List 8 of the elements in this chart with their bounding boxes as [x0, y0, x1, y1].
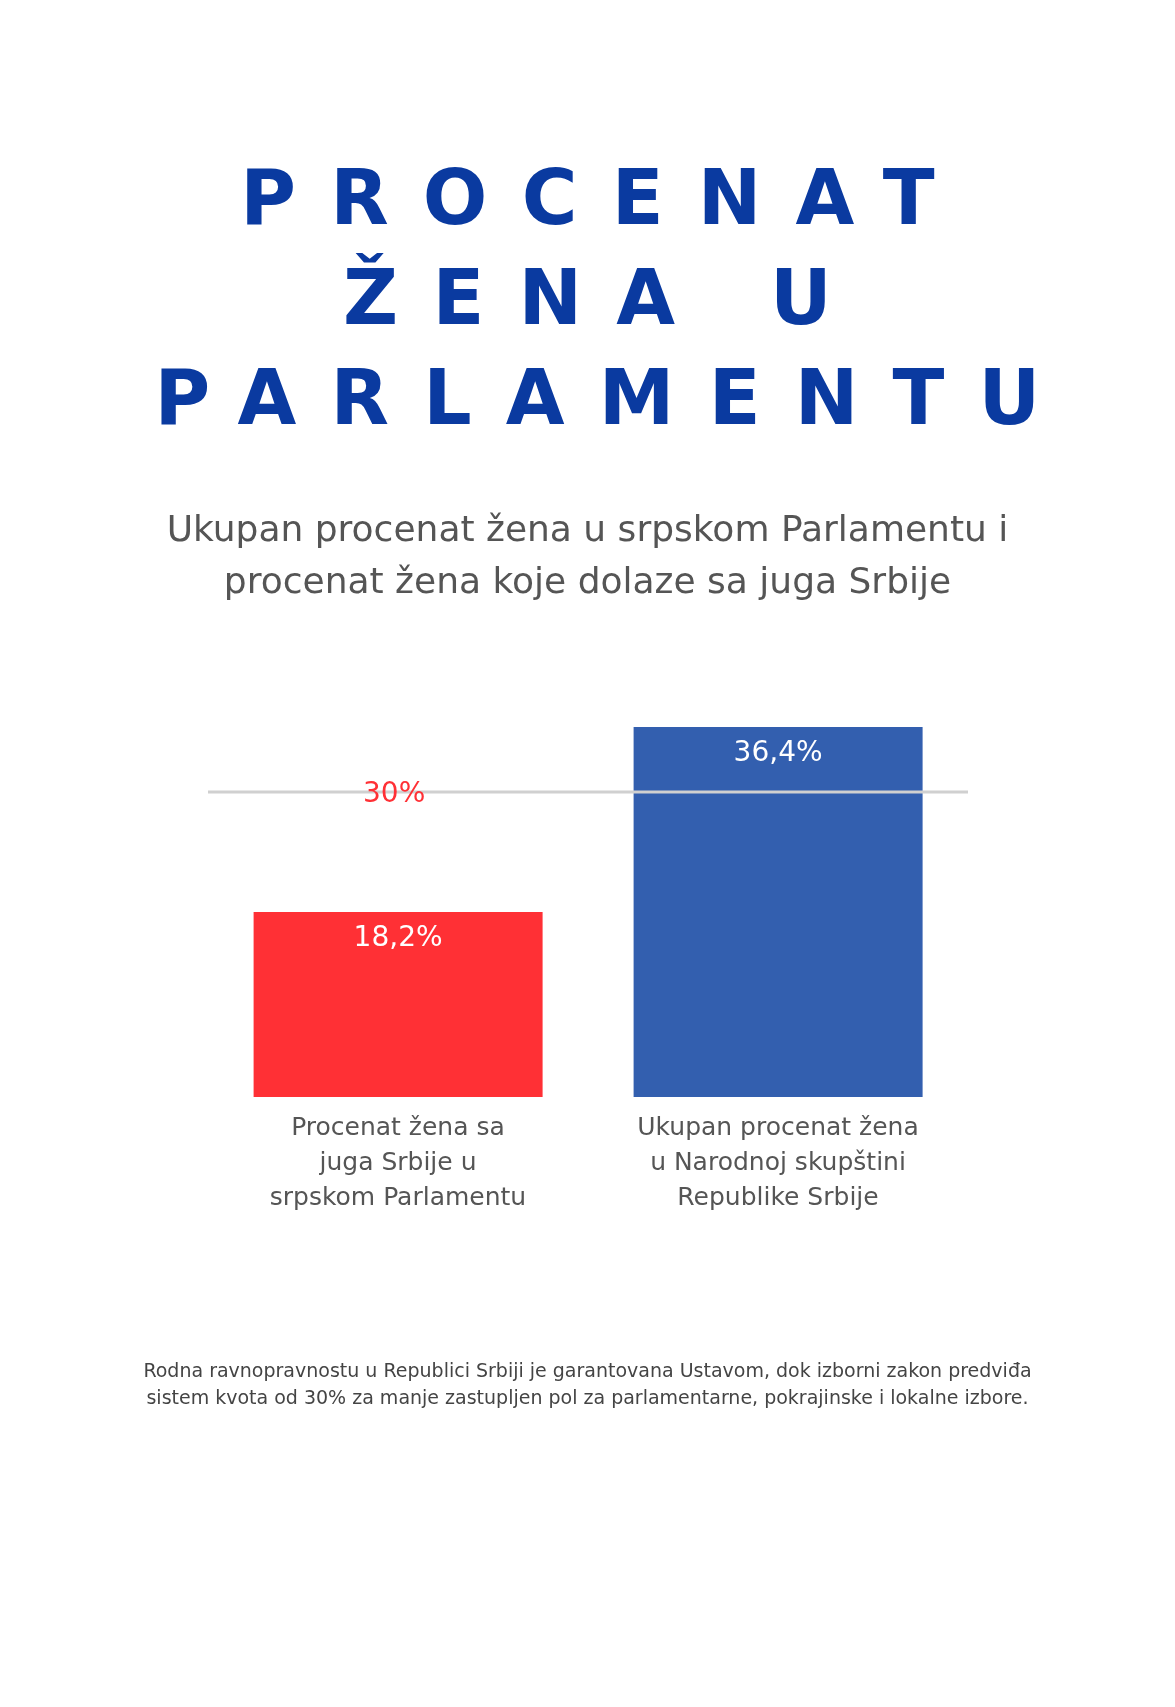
x-tick-label: Procenat žena sa juga Srbije u srpskom Parlamentu	[269, 1112, 526, 1211]
x-tick-label: Ukupan procenat žena u Narodnoj skupštini Republike Srbije	[636, 1112, 919, 1211]
chart-subtitle: Ukupan procenat žena u srpskom Parlamentu i procenat žena koje dolaze sa juga Srbije	[165, 507, 1010, 603]
data-label: 18,2%	[353, 919, 443, 953]
chart-title: PROCENAT ŽENA U PARLAMENTU	[153, 152, 1075, 444]
data-label: 36,4%	[733, 734, 823, 768]
text: Rodna ravnopravnostu u Republici Srbiji je garantovana Ustavom, dok izborni zakon predviđa sistem kvota od 30% za manje zastupljen pol za parlamentarne, pokrajinske i lokalne izbore.	[142, 1358, 1033, 1410]
ref-line-label: 30%	[362, 775, 425, 809]
